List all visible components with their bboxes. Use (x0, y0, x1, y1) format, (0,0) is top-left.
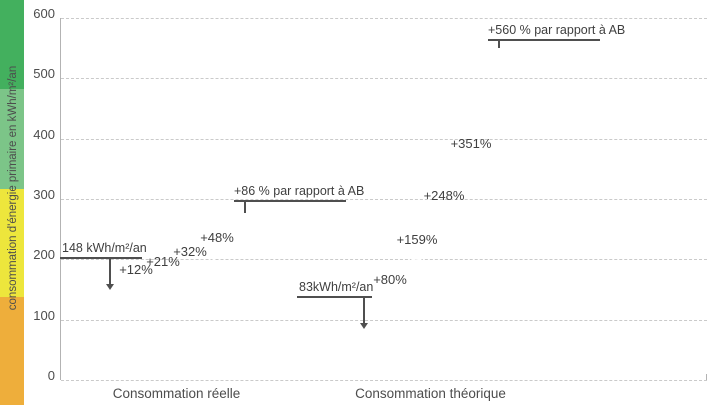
bar-letter-C: C (129, 284, 143, 306)
bar-letter-D: D (410, 255, 424, 277)
gridline-400 (61, 138, 707, 140)
delta-label-D: +21% (146, 254, 180, 269)
x-axis-end-tick (706, 374, 707, 380)
bar-letter-E: E (183, 267, 197, 289)
base-annotation-text: 83kWh/m²/an (299, 279, 374, 294)
base-annotation-arrow-line (363, 297, 365, 323)
bar-letter-G: G (490, 54, 506, 76)
bar-letter-AB: AB (98, 297, 120, 315)
y-tick-label-200: 200 (33, 247, 55, 263)
bar-letter-D: D (156, 277, 170, 298)
bar-reelle-AB (0, 0, 24, 90)
y-tick-label-600: 600 (33, 6, 55, 21)
base-annotation-underline (297, 295, 372, 298)
bar-letter-E: E (437, 210, 451, 232)
y-tick-label-500: 500 (33, 66, 55, 82)
peak-annotation-text: +86 % par rapport à AB (234, 184, 365, 199)
peak-annotation-connector (498, 41, 500, 49)
delta-label-E: +32% (173, 244, 207, 260)
bar-letter-F: F (465, 159, 477, 181)
peak-annotation-text: +560 % par rapport à AB (488, 23, 626, 38)
y-tick-label-0: 0 (47, 368, 55, 383)
bar-reelle-C (0, 89, 24, 190)
delta-label-E: +248% (423, 187, 465, 203)
peak-annotation-underline (488, 39, 600, 42)
category-label-reelle: Consommation réelle (112, 386, 241, 401)
delta-label-F: +351% (450, 136, 492, 152)
peak-annotation-underline (234, 200, 346, 203)
bar-letter-F: F (211, 252, 223, 274)
delta-label-D: +159% (396, 232, 438, 248)
gridline-0 (61, 380, 707, 381)
bar-letter-C: C (383, 295, 397, 317)
gridline-300 (61, 199, 707, 200)
delta-label-C: +12% (119, 261, 153, 277)
gridline-500 (61, 78, 707, 80)
bar-letter-G: G (236, 219, 252, 241)
base-annotation-arrowhead (360, 322, 368, 329)
y-tick-label-300: 300 (33, 187, 55, 202)
bar-reelle-D (0, 189, 24, 298)
y-tick-label-100: 100 (33, 307, 55, 323)
gridline-200 (61, 259, 707, 261)
base-annotation-arrowhead (106, 283, 114, 290)
delta-label-F: +48% (200, 229, 234, 245)
base-annotation-underline (60, 256, 142, 259)
base-annotation-arrow-line (109, 258, 111, 284)
gridline-600 (61, 18, 707, 19)
y-tick-label-400: 400 (33, 126, 55, 142)
delta-label-C: +80% (373, 272, 407, 288)
gridline-100 (61, 319, 707, 321)
y-axis-line (60, 18, 61, 380)
bar-letter-AB: AB (352, 336, 374, 354)
peak-annotation-connector (244, 202, 246, 214)
category-label-theorique: Consommation théorique (355, 386, 506, 401)
base-annotation-text: 148 kWh/m²/an (62, 240, 147, 255)
bar-reelle-E (0, 297, 24, 405)
